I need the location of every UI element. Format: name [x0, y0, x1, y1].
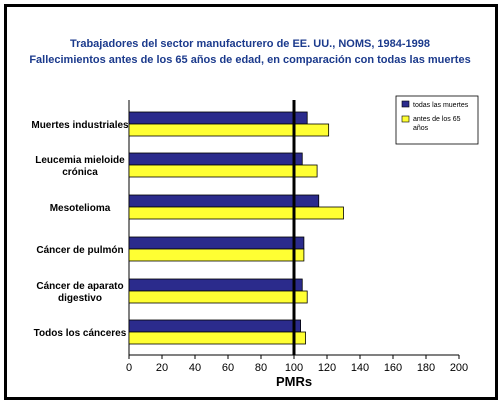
bar-todas-las-muertes	[128, 152, 303, 166]
x-tick-label: 180	[417, 362, 435, 374]
legend-label: antes de los 65	[413, 116, 461, 123]
category-label: Cáncer de aparato	[36, 281, 123, 292]
x-tick-label: 20	[156, 362, 168, 374]
bar-todas-las-muertes	[128, 236, 305, 250]
x-tick-label: 140	[351, 362, 369, 374]
x-tick-label: 120	[318, 362, 336, 374]
bar-todas-las-muertes	[128, 319, 302, 333]
bar-todas-las-muertes	[128, 111, 308, 125]
category-label: Leucemia mieloide	[35, 155, 125, 166]
x-axis-label: PMRs	[276, 374, 312, 389]
legend-swatch	[401, 115, 410, 123]
bar-antes-de-los-65	[128, 123, 330, 137]
category-label: digestivo	[58, 293, 102, 304]
bar-antes-de-los-65	[128, 164, 318, 178]
chart-titles: Trabajadores del sector manufacturero de…	[0, 36, 500, 68]
category-label: Cáncer de pulmón	[36, 245, 123, 256]
x-tick-label: 80	[255, 362, 267, 374]
x-tick-label: 200	[450, 362, 468, 374]
bar-antes-de-los-65	[128, 206, 344, 220]
legend-swatch	[401, 100, 410, 108]
category-label: Todos los cánceres	[34, 328, 127, 339]
legend-label: años	[413, 125, 429, 132]
x-tick-label: 160	[384, 362, 402, 374]
bar-todas-las-muertes	[128, 278, 303, 292]
legend-label: todas las muertes	[413, 102, 469, 109]
legend-box	[395, 95, 479, 145]
bar-antes-de-los-65	[128, 290, 308, 304]
x-tick-label: 60	[222, 362, 234, 374]
x-tick-label: 100	[285, 362, 303, 374]
category-label: Mesotelioma	[50, 203, 111, 214]
bar-antes-de-los-65	[128, 248, 305, 262]
x-tick-label: 40	[189, 362, 201, 374]
chart-title: Trabajadores del sector manufacturero de…	[69, 38, 431, 50]
bar-antes-de-los-65	[128, 331, 306, 345]
category-label: crónica	[62, 167, 98, 178]
category-label: Muertes industriales	[31, 120, 129, 131]
bar-todas-las-muertes	[128, 194, 320, 208]
x-tick-label: 0	[126, 362, 132, 374]
chart-subtitle: Fallecimientos antes de los 65 años de e…	[29, 54, 471, 66]
